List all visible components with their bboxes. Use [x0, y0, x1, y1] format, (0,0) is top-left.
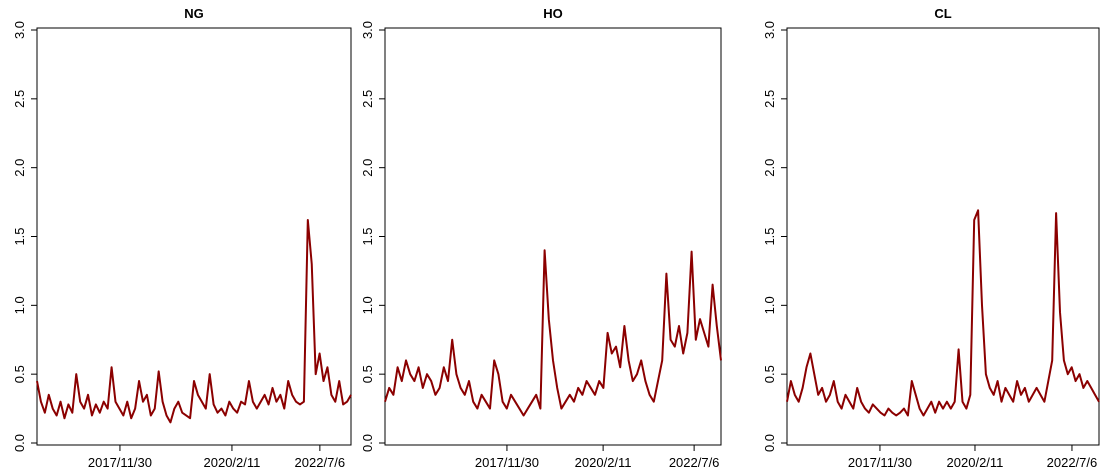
y-tick-label: 1.0 — [360, 296, 375, 314]
series-line — [384, 249, 722, 417]
y-tick-label: 1.5 — [762, 227, 777, 245]
y-tick-label: 0.5 — [762, 365, 777, 383]
y-tick-label: 1.0 — [762, 296, 777, 314]
y-tick-label: 2.5 — [12, 90, 27, 108]
chart-title: NG — [184, 6, 204, 21]
x-tick-label: 2017/11/30 — [848, 455, 912, 470]
y-tick-label: 2.5 — [762, 90, 777, 108]
y-tick-label: 3.0 — [762, 21, 777, 39]
x-tick-label: 2022/7/6 — [669, 455, 720, 470]
y-tick-label: 0.0 — [762, 434, 777, 452]
y-tick-label: 2.5 — [360, 90, 375, 108]
chart-title: CL — [934, 6, 951, 21]
x-tick-label: 2020/2/11 — [947, 455, 1004, 470]
x-tick-label: 2017/11/30 — [475, 455, 539, 470]
y-tick-label: 2.0 — [762, 159, 777, 177]
y-tick-label: 3.0 — [360, 21, 375, 39]
y-tick-label: 1.5 — [12, 227, 27, 245]
y-tick-label: 0.0 — [12, 434, 27, 452]
plot-box — [384, 27, 722, 446]
x-tick-label: 2017/11/30 — [88, 455, 152, 470]
y-tick-label: 1.5 — [360, 227, 375, 245]
x-tick-label: 2020/2/11 — [575, 455, 632, 470]
y-tick-label: 0.0 — [360, 434, 375, 452]
y-tick-label: 2.0 — [360, 159, 375, 177]
y-tick-label: 1.0 — [12, 296, 27, 314]
x-tick-label: 2020/2/11 — [204, 455, 261, 470]
series-line — [786, 209, 1100, 417]
x-tick-label: 2022/7/6 — [295, 455, 346, 470]
y-tick-label: 3.0 — [12, 21, 27, 39]
y-tick-label: 0.5 — [12, 365, 27, 383]
chart-title: HO — [543, 6, 563, 21]
x-tick-label: 2022/7/6 — [1047, 455, 1098, 470]
series-line — [36, 218, 352, 424]
y-tick-label: 0.5 — [360, 365, 375, 383]
y-tick-label: 2.0 — [12, 159, 27, 177]
